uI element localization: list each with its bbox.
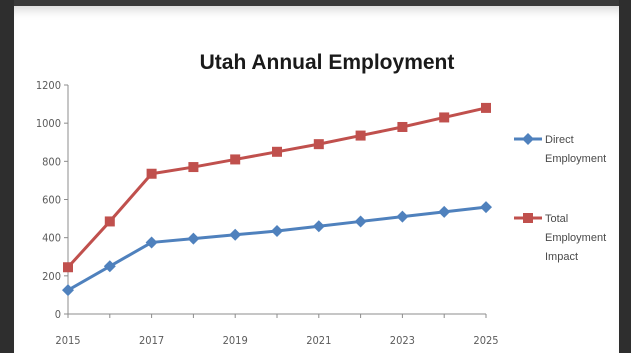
y-tick-label: 600 bbox=[42, 194, 61, 207]
window-frame-right bbox=[619, 0, 631, 353]
data-point bbox=[396, 210, 409, 223]
data-point bbox=[439, 112, 450, 123]
data-point bbox=[354, 215, 367, 228]
y-tick-label: 1200 bbox=[36, 79, 61, 92]
window-frame-top bbox=[0, 0, 631, 6]
series-1 bbox=[62, 201, 492, 297]
chart-title: Utah Annual Employment bbox=[200, 51, 455, 74]
data-point bbox=[313, 139, 324, 150]
legend-entry-1: Direct Employment bbox=[514, 133, 606, 165]
data-point bbox=[355, 130, 366, 141]
data-point bbox=[62, 284, 74, 297]
series-line bbox=[67, 205, 487, 292]
legend-marker bbox=[523, 213, 533, 223]
y-tick-label: 400 bbox=[42, 232, 61, 245]
data-point bbox=[187, 232, 200, 245]
legend-marker bbox=[522, 133, 534, 145]
data-point bbox=[272, 146, 282, 157]
y-tick-label: 1000 bbox=[36, 117, 61, 130]
legend-label: Direct bbox=[545, 134, 574, 146]
data-point bbox=[480, 201, 492, 214]
x-tick-label: 2021 bbox=[306, 334, 331, 347]
y-tick-label: 800 bbox=[42, 155, 61, 168]
legend-label: Employment bbox=[545, 153, 606, 165]
data-point bbox=[397, 121, 408, 132]
x-tick-label: 2015 bbox=[55, 334, 80, 347]
data-point bbox=[271, 224, 283, 237]
data-point bbox=[188, 162, 199, 173]
y-tick-label: 0 bbox=[55, 308, 61, 321]
x-tick-label: 2017 bbox=[139, 334, 164, 347]
chart-panel: Utah Annual Employment 0 200 400 600 800 1000… bbox=[14, 6, 619, 353]
data-point bbox=[146, 168, 157, 179]
data-point bbox=[230, 154, 241, 165]
axes: 0 200 400 600 800 1000 1200 2015 2017 2019 2021 202… bbox=[36, 79, 499, 347]
series-line bbox=[66, 106, 487, 269]
data-point bbox=[104, 216, 115, 227]
data-point bbox=[312, 220, 325, 233]
legend-label: Employment bbox=[545, 232, 606, 244]
data-point bbox=[481, 102, 491, 113]
legend: Direct Employment Total Employment Impact bbox=[514, 133, 606, 263]
x-tick-label: 2023 bbox=[390, 334, 415, 347]
data-point bbox=[103, 260, 116, 273]
line-chart: Utah Annual Employment 0 200 400 600 800 1000… bbox=[36, 51, 606, 347]
data-point bbox=[63, 262, 73, 273]
window-frame-left bbox=[0, 0, 14, 353]
x-tick-label: 2025 bbox=[473, 334, 498, 347]
series-layer bbox=[62, 102, 492, 297]
legend-label: Total bbox=[545, 213, 568, 225]
legend-label: Impact bbox=[545, 251, 578, 263]
data-point bbox=[229, 228, 242, 241]
data-point bbox=[145, 236, 158, 249]
series-2 bbox=[63, 102, 491, 273]
data-point bbox=[438, 205, 451, 218]
x-tick-label: 2019 bbox=[223, 334, 248, 347]
y-tick-label: 200 bbox=[42, 270, 61, 283]
legend-entry-2: Total Employment Impact bbox=[514, 213, 606, 263]
